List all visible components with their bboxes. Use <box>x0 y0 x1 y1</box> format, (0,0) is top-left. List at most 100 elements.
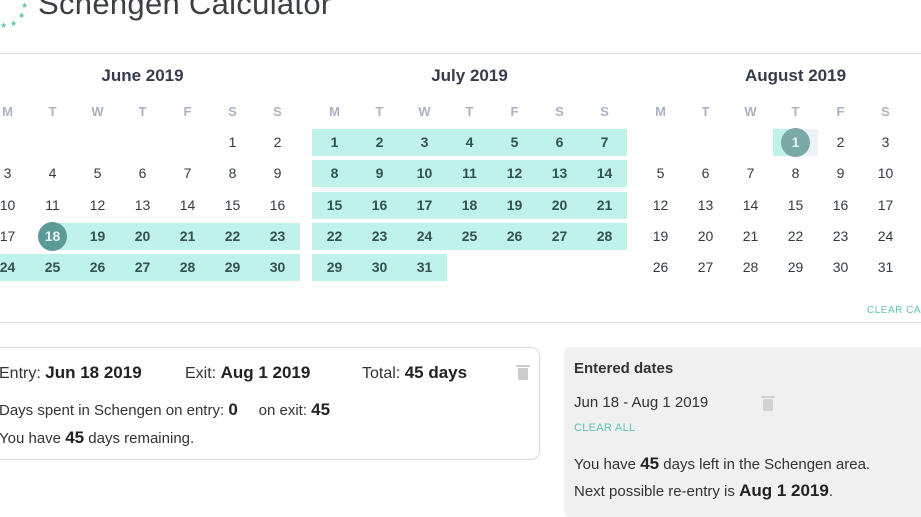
day-cell[interactable]: 12 <box>492 160 537 188</box>
day-cell[interactable]: 24 <box>402 222 447 250</box>
day-cell[interactable]: 30 <box>832 259 849 276</box>
day-cell[interactable]: 30 <box>357 254 402 282</box>
day-cell[interactable]: 10 <box>0 196 16 213</box>
day-cell[interactable]: 1 <box>228 134 237 150</box>
day-cell[interactable]: 15 <box>224 196 241 213</box>
day-cell[interactable]: 6 <box>701 165 710 182</box>
day-cell[interactable]: 11 <box>45 196 60 213</box>
trip-card: Entry: Jun 18 2019 Exit: Aug 1 2019 Tota… <box>0 347 540 460</box>
day-cell[interactable]: 4 <box>48 165 57 182</box>
day-cell[interactable]: 21 <box>742 227 759 244</box>
day-cell[interactable]: 25 <box>447 222 492 250</box>
day-cell[interactable]: 31 <box>402 254 447 282</box>
day-cell[interactable]: 4 <box>908 129 921 156</box>
day-cell[interactable]: 18 <box>908 192 921 219</box>
day-cell[interactable]: 7 <box>746 165 755 182</box>
day-cell[interactable]: 13 <box>697 196 714 213</box>
day-cell[interactable]: 19 <box>75 222 120 250</box>
day-cell[interactable]: 14 <box>742 196 759 213</box>
day-cell[interactable]: 12 <box>652 196 669 213</box>
day-cell[interactable]: 5 <box>93 165 102 182</box>
on-exit-label: on exit: <box>258 402 307 419</box>
day-cell[interactable]: 6 <box>138 165 147 182</box>
day-cell[interactable]: 24 <box>0 254 30 282</box>
clear-calendar-button[interactable]: CLEAR CALENDAR <box>867 305 921 316</box>
day-cell[interactable]: 16 <box>269 196 286 213</box>
day-cell[interactable]: 3 <box>402 129 447 156</box>
day-cell[interactable]: 4 <box>447 129 492 156</box>
day-cell[interactable]: 2 <box>357 129 402 156</box>
day-cell[interactable]: 17 <box>877 196 894 213</box>
day-cell[interactable]: 27 <box>120 254 165 282</box>
day-cell[interactable]: 9 <box>273 165 282 182</box>
day-cell[interactable]: 25 <box>30 254 75 282</box>
day-cell[interactable]: 2 <box>273 134 282 150</box>
day-cell[interactable]: 19 <box>492 191 537 219</box>
day-cell[interactable]: 23 <box>357 222 402 250</box>
day-cell[interactable]: 16 <box>357 191 402 219</box>
day-cell[interactable]: 15 <box>312 191 357 219</box>
day-cell[interactable]: 19 <box>652 227 669 244</box>
day-cell[interactable]: 27 <box>697 259 714 276</box>
day-cell[interactable]: 22 <box>787 227 804 244</box>
clear-all-button[interactable]: CLEAR ALL <box>574 422 636 434</box>
day-cell[interactable]: 22 <box>210 222 255 250</box>
day-cell[interactable]: 2 <box>836 134 845 150</box>
day-cell[interactable]: 11 <box>447 160 492 188</box>
day-cell[interactable]: 18 <box>30 221 75 251</box>
day-cell[interactable]: 1 <box>312 129 357 156</box>
day-cell[interactable]: 28 <box>742 259 759 276</box>
day-cell[interactable]: 7 <box>582 129 627 156</box>
day-cell[interactable]: 29 <box>787 259 804 276</box>
day-cell[interactable]: 7 <box>183 165 192 182</box>
day-cell[interactable]: 21 <box>165 222 210 250</box>
day-cell[interactable]: 16 <box>832 196 849 213</box>
day-cell[interactable]: 17 <box>0 227 16 244</box>
trash-icon[interactable] <box>516 365 530 380</box>
day-cell[interactable]: 5 <box>656 165 665 182</box>
svg-text:★: ★ <box>18 11 25 20</box>
day-cell[interactable]: 30 <box>255 254 300 282</box>
day-cell[interactable]: 21 <box>582 191 627 219</box>
day-cell[interactable]: 10 <box>402 160 447 188</box>
day-cell[interactable]: 26 <box>75 254 120 282</box>
entry-label: Entry: <box>0 365 41 382</box>
day-cell[interactable]: 5 <box>492 129 537 156</box>
day-cell[interactable]: 28 <box>165 254 210 282</box>
day-cell[interactable]: 8 <box>791 165 800 182</box>
day-cell[interactable]: 3 <box>3 165 12 182</box>
day-cell[interactable]: 13 <box>134 196 151 213</box>
day-cell[interactable]: 29 <box>210 254 255 282</box>
day-cell[interactable]: 18 <box>447 191 492 219</box>
day-cell[interactable]: 17 <box>402 191 447 219</box>
day-cell[interactable]: 9 <box>836 165 845 182</box>
day-cell[interactable]: 14 <box>582 160 627 188</box>
day-cell[interactable]: 23 <box>832 227 849 244</box>
day-cell[interactable]: 15 <box>787 196 804 213</box>
day-cell[interactable]: 28 <box>582 222 627 250</box>
day-cell[interactable]: 6 <box>537 129 582 156</box>
day-cell[interactable]: 10 <box>877 165 894 182</box>
day-cell[interactable]: 8 <box>312 160 357 188</box>
trash-icon[interactable] <box>761 396 775 411</box>
day-cell[interactable]: 24 <box>877 227 894 244</box>
day-cell[interactable]: 1 <box>773 128 818 157</box>
day-cell[interactable]: 31 <box>877 259 894 276</box>
day-cell[interactable]: 23 <box>255 222 300 250</box>
day-cell[interactable]: 26 <box>652 259 669 276</box>
day-cell[interactable]: 8 <box>228 165 237 182</box>
day-cell[interactable]: 14 <box>179 196 196 213</box>
day-cell[interactable]: 11 <box>908 160 921 187</box>
day-cell[interactable]: 20 <box>697 227 714 244</box>
day-cell[interactable]: 22 <box>312 222 357 250</box>
day-cell[interactable]: 20 <box>120 222 165 250</box>
day-cell[interactable]: 3 <box>881 134 890 150</box>
day-cell[interactable]: 13 <box>537 160 582 188</box>
day-cell[interactable]: 25 <box>908 223 921 250</box>
day-cell[interactable]: 29 <box>312 254 357 282</box>
day-cell[interactable]: 12 <box>89 196 106 213</box>
day-cell[interactable]: 9 <box>357 160 402 188</box>
day-cell[interactable]: 26 <box>492 222 537 250</box>
day-cell[interactable]: 27 <box>537 222 582 250</box>
day-cell[interactable]: 20 <box>537 191 582 219</box>
